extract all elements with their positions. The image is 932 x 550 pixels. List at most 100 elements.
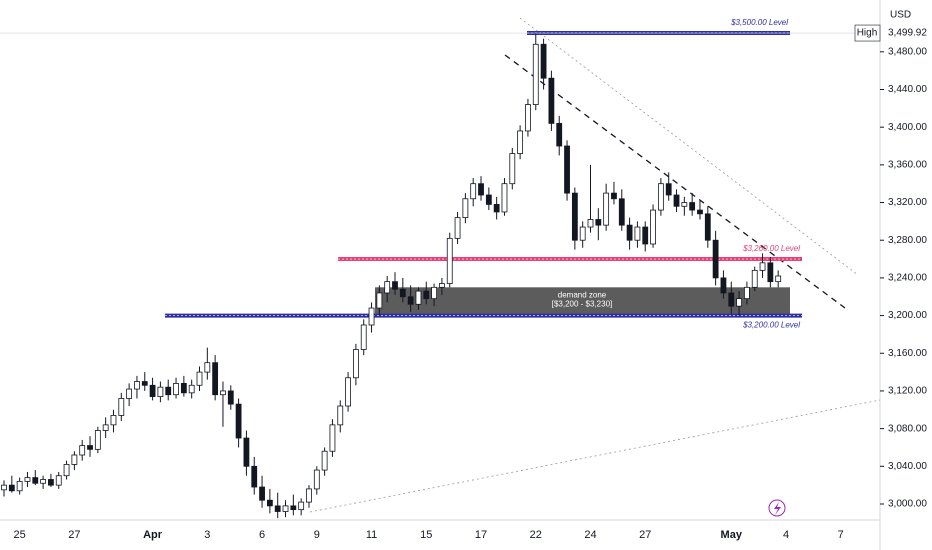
y-tick-label: 3,160.00 [888, 348, 927, 359]
candle-body [470, 183, 477, 200]
candle-body [744, 286, 750, 300]
candle-body [751, 269, 758, 288]
x-tick-label: 6 [259, 529, 265, 541]
candle-body [321, 450, 328, 471]
candle-body [415, 290, 422, 305]
candle-body [697, 209, 703, 215]
candle-body [532, 43, 539, 105]
candle-body [587, 219, 594, 228]
candle-body [626, 224, 633, 241]
candle-body [220, 390, 226, 396]
candle-body [446, 237, 453, 284]
candle-body [16, 480, 23, 492]
candle-body [55, 475, 62, 486]
candle-body [149, 384, 156, 397]
candle-body [665, 183, 672, 196]
candle-body [141, 381, 148, 386]
candle-body [548, 77, 555, 124]
candle-body [266, 499, 273, 507]
candle-body [24, 477, 31, 482]
x-tick-label: 17 [475, 529, 487, 541]
candle-body [48, 479, 54, 486]
candle-body [603, 192, 610, 226]
candle-body [556, 123, 563, 147]
y-tick-label: 3,400.00 [888, 122, 927, 133]
high-tag [854, 24, 881, 42]
x-tick-label: 25 [14, 529, 26, 541]
y-tick-label: 3,280.00 [888, 235, 927, 246]
candle-body [259, 486, 265, 501]
x-tick-label: 24 [584, 529, 596, 541]
candle-body [501, 183, 508, 213]
candle-body [352, 349, 359, 379]
candle-body [337, 405, 344, 426]
x-tick-label: 27 [68, 529, 80, 541]
y-tick-label: 3,440.00 [888, 84, 927, 95]
level-label: $3,200.00 Level [742, 321, 800, 330]
zone-range-label: [$3,200 - $3,230] [552, 299, 613, 308]
candle-body [642, 226, 649, 245]
y-tick-label: 3,200.00 [888, 310, 927, 321]
candle-body [775, 275, 782, 283]
candle-body [454, 217, 461, 239]
candle-body [8, 484, 15, 492]
candle-body [313, 469, 320, 490]
currency-label: USD [890, 10, 911, 21]
candle-body [180, 383, 187, 394]
candle-body [298, 501, 305, 511]
alert-icon-bolt [774, 502, 781, 515]
candle-body [243, 437, 250, 467]
candle-body [306, 488, 312, 503]
candle-body [509, 153, 516, 185]
candle-body [227, 390, 234, 405]
zone-label: demand zone [558, 290, 607, 299]
x-tick-label: 27 [639, 529, 651, 541]
candle-body [87, 445, 93, 450]
trendline [504, 54, 846, 309]
high-value-label: 3,499.92 [888, 28, 927, 39]
candle-body [681, 202, 688, 207]
x-tick-label: 9 [314, 529, 320, 541]
x-tick-label: 11 [366, 529, 377, 541]
y-tick-label: 3,240.00 [888, 273, 927, 284]
candle-body [1, 484, 7, 491]
candle-body [431, 286, 438, 300]
candle-body [196, 371, 203, 386]
candle-body [634, 226, 641, 241]
candle-body [564, 145, 570, 194]
x-tick-label: May [721, 529, 743, 541]
candle-body [368, 307, 375, 326]
candle-body [94, 430, 101, 450]
x-tick-label: 15 [420, 529, 432, 541]
y-tick-label: 3,320.00 [888, 197, 927, 208]
y-tick-label: 3,120.00 [888, 386, 927, 397]
candle-body [571, 192, 578, 241]
candle-body [204, 362, 211, 373]
candle-body [110, 415, 117, 426]
level-label: $3,500.00 Level [730, 18, 788, 27]
alert-icon[interactable] [768, 499, 786, 517]
candle-body [282, 505, 289, 512]
candle-body [720, 277, 727, 294]
high-tag-label: High [857, 28, 878, 39]
candle-body [517, 130, 524, 154]
y-tick-label: 3,080.00 [888, 423, 927, 434]
y-tick-label: 3,480.00 [888, 46, 927, 57]
candle-body [478, 183, 484, 196]
candle-body [439, 283, 445, 288]
candle-body [704, 213, 711, 241]
candle-body [399, 288, 406, 298]
trendline [309, 399, 881, 513]
trendline [519, 17, 859, 276]
candle-body [376, 292, 383, 309]
candle-body [32, 477, 39, 484]
candle-body [657, 183, 664, 211]
candle-body [188, 384, 195, 394]
x-tick-label: Apr [143, 529, 163, 541]
candle-body [618, 198, 625, 226]
candle-body [40, 479, 46, 484]
candle-body [274, 505, 281, 512]
candle-body [485, 194, 492, 205]
